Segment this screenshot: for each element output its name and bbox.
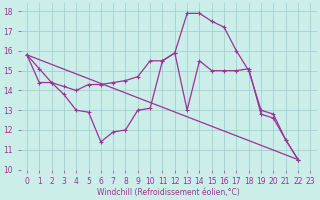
X-axis label: Windchill (Refroidissement éolien,°C): Windchill (Refroidissement éolien,°C) <box>97 188 240 197</box>
